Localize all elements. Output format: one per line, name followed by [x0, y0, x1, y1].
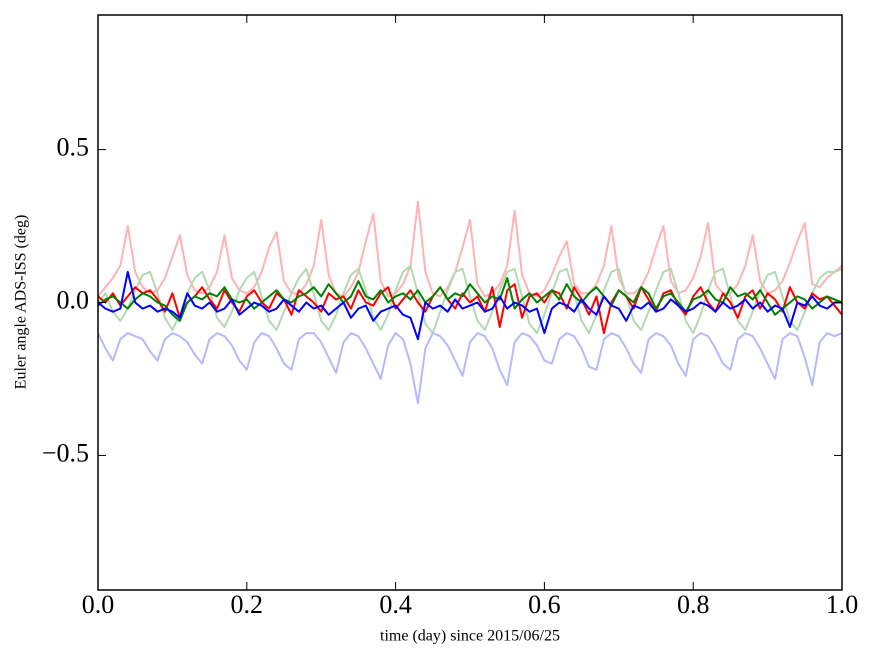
x-tick-label: 0.6 [528, 590, 561, 619]
data-line [98, 277, 842, 322]
data-line [98, 270, 842, 341]
y-tick-label: −0.5 [42, 438, 89, 467]
x-tick-label: 1.0 [826, 590, 859, 619]
y-tick-label: 0.0 [57, 285, 90, 314]
x-tick-label: 0.0 [82, 590, 115, 619]
x-tick-label: 0.8 [677, 590, 710, 619]
y-axis-label: Euler angle ADS-ISS (deg) [13, 215, 30, 390]
x-tick-label: 0.4 [379, 590, 412, 619]
data-line [98, 264, 842, 335]
x-axis-label: time (day) since 2015/06/25 [380, 628, 560, 645]
y-tick-label: 0.5 [57, 133, 90, 162]
x-tick-label: 0.2 [231, 590, 264, 619]
data-line [98, 200, 842, 298]
data-line [98, 283, 842, 335]
data-line [98, 332, 842, 405]
plot-area [98, 200, 842, 405]
